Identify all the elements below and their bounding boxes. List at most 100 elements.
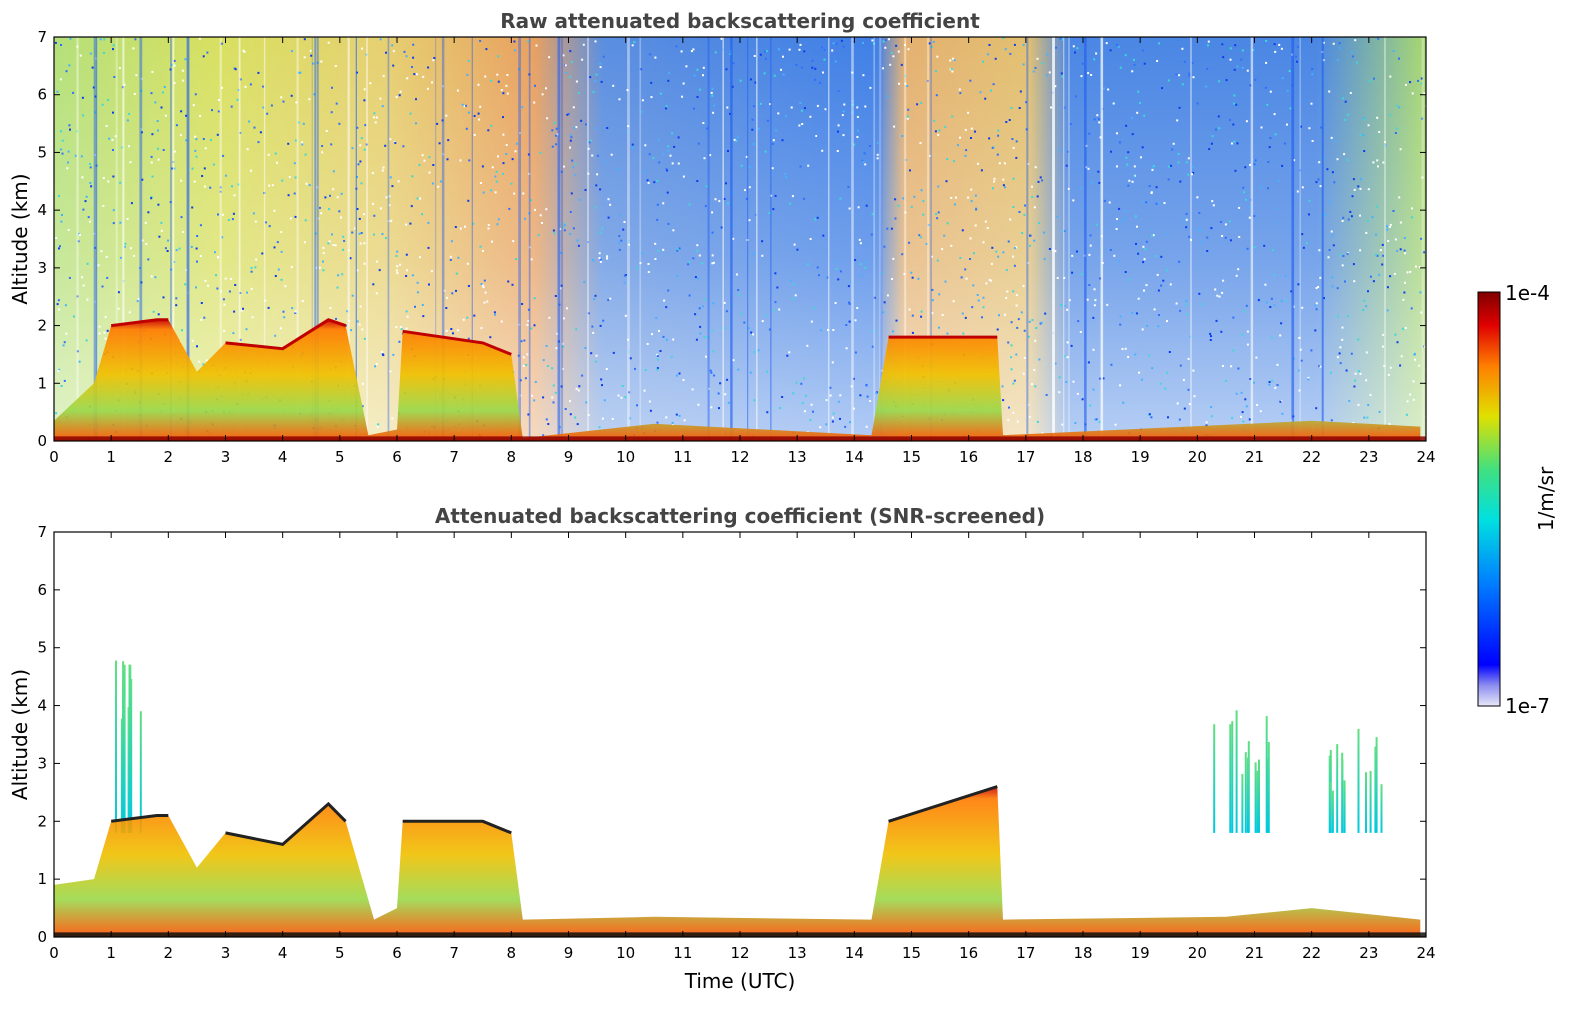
noise-pixel [1318, 161, 1321, 164]
noise-pixel [1116, 165, 1118, 168]
noise-pixel [551, 145, 554, 148]
noise-pixel [772, 208, 775, 211]
noise-pixel [1076, 47, 1079, 50]
noise-pixel [1357, 338, 1360, 341]
noise-pixel [361, 405, 364, 408]
noise-pixel [405, 275, 408, 277]
noise-pixel [913, 195, 916, 198]
noise-pixel [76, 350, 79, 353]
noise-pixel [1056, 277, 1059, 279]
noise-pixel [81, 176, 84, 179]
noise-pixel [919, 142, 922, 145]
noise-pixel [657, 249, 660, 252]
noise-pixel [1336, 287, 1339, 290]
noise-pixel [634, 367, 636, 370]
aerosol-plume [1231, 721, 1234, 833]
x-tick-label: 15 [902, 944, 921, 962]
noise-pixel [1336, 356, 1339, 359]
noise-pixel [661, 152, 664, 155]
noise-pixel [542, 434, 545, 437]
noise-pixel [692, 257, 695, 260]
noise-pixel [1140, 156, 1142, 159]
noise-pixel [1123, 217, 1126, 220]
noise-pixel [1406, 271, 1409, 274]
x-tick-label: 11 [673, 944, 692, 962]
noise-pixel [1383, 365, 1386, 367]
noise-pixel [1095, 52, 1098, 55]
noise-pixel [927, 224, 930, 226]
noise-pixel [982, 60, 984, 63]
noise-pixel [494, 175, 497, 178]
noise-pixel [690, 50, 693, 53]
noise-pixel [1350, 352, 1353, 355]
noise-pixel [872, 42, 875, 45]
noise-pixel [1233, 94, 1236, 97]
noise-pixel [806, 344, 809, 347]
noise-pixel [1141, 328, 1144, 331]
noise-pixel [123, 245, 126, 248]
noise-pixel [803, 50, 806, 53]
noise-pixel [1279, 334, 1282, 337]
noise-pixel [497, 218, 500, 221]
noise-pixel [114, 135, 117, 138]
noise-pixel [967, 111, 970, 114]
noise-pixel [1301, 306, 1304, 309]
noise-pixel [757, 127, 760, 130]
noise-pixel [739, 79, 742, 82]
noise-pixel [304, 153, 307, 156]
aerosol-plume [1235, 710, 1238, 833]
noise-pixel [850, 385, 853, 388]
noise-pixel [676, 248, 679, 250]
noise-pixel [1095, 223, 1098, 226]
noise-pixel [423, 159, 426, 162]
noise-pixel [1270, 297, 1273, 300]
chart-title: Attenuated backscattering coefficient (S… [435, 504, 1045, 528]
noise-pixel [1099, 277, 1102, 280]
y-tick-label: 3 [37, 259, 47, 277]
noise-pixel [656, 421, 659, 424]
noise-pixel [523, 339, 526, 342]
noise-pixel [123, 83, 126, 86]
noise-pixel [1396, 127, 1399, 130]
noise-pixel [617, 394, 620, 397]
noise-pixel [1344, 118, 1346, 121]
noise-pixel [754, 81, 757, 84]
noise-pixel [560, 170, 563, 173]
noise-pixel [764, 57, 767, 60]
noise-pixel [859, 242, 862, 245]
noise-pixel [784, 173, 787, 175]
y-tick-label: 2 [37, 317, 47, 335]
noise-pixel [974, 224, 977, 227]
noise-pixel [88, 163, 91, 166]
noise-pixel [1143, 258, 1146, 261]
noise-pixel [1210, 335, 1212, 338]
noise-pixel [871, 39, 874, 42]
noise-pixel [1244, 166, 1247, 169]
noise-pixel [1066, 308, 1069, 311]
noise-pixel [193, 180, 196, 183]
noise-pixel [375, 260, 378, 263]
noise-pixel [1119, 323, 1122, 326]
x-tick-label: 13 [788, 448, 807, 466]
noise-pixel [1417, 79, 1419, 82]
noise-pixel [150, 197, 153, 200]
noise-pixel [1311, 68, 1314, 70]
profile-streak [219, 37, 222, 441]
noise-pixel [725, 310, 728, 313]
noise-pixel [911, 276, 914, 279]
noise-pixel [199, 224, 202, 227]
noise-pixel [839, 417, 841, 420]
noise-pixel [794, 294, 797, 297]
noise-pixel [1403, 291, 1406, 294]
noise-pixel [1132, 58, 1135, 61]
noise-pixel [1240, 415, 1242, 418]
aerosol-plume [115, 660, 117, 833]
noise-pixel [834, 261, 837, 264]
noise-pixel [1311, 140, 1314, 142]
noise-pixel [810, 403, 813, 406]
noise-pixel [851, 103, 854, 106]
noise-pixel [90, 185, 93, 188]
noise-pixel [752, 105, 755, 108]
noise-pixel [667, 149, 670, 152]
noise-pixel [223, 303, 226, 306]
